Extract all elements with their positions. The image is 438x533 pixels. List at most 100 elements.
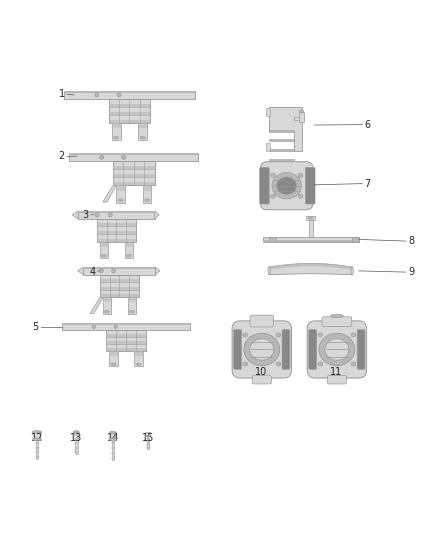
- Bar: [145, 432, 150, 436]
- Bar: [109, 99, 150, 123]
- FancyBboxPatch shape: [282, 329, 290, 369]
- FancyBboxPatch shape: [250, 315, 274, 327]
- Bar: [70, 154, 198, 156]
- Bar: [106, 330, 146, 351]
- Bar: [269, 159, 294, 160]
- Ellipse shape: [32, 431, 42, 434]
- FancyBboxPatch shape: [357, 329, 365, 369]
- Text: 13: 13: [70, 433, 82, 442]
- Bar: [97, 231, 136, 234]
- Bar: [62, 323, 191, 330]
- Bar: [269, 237, 276, 242]
- Bar: [109, 351, 117, 367]
- Ellipse shape: [110, 431, 116, 434]
- Ellipse shape: [308, 217, 313, 219]
- Bar: [143, 185, 152, 203]
- Ellipse shape: [330, 314, 343, 318]
- Bar: [106, 342, 146, 344]
- Text: 7: 7: [364, 179, 371, 189]
- Bar: [352, 237, 359, 242]
- Ellipse shape: [268, 267, 270, 275]
- FancyBboxPatch shape: [260, 167, 269, 204]
- Bar: [113, 166, 155, 169]
- Text: 10: 10: [255, 367, 268, 377]
- Ellipse shape: [298, 194, 303, 198]
- Bar: [125, 241, 133, 247]
- Ellipse shape: [114, 325, 117, 328]
- Bar: [109, 111, 150, 115]
- Ellipse shape: [95, 93, 99, 97]
- Bar: [109, 103, 150, 107]
- FancyBboxPatch shape: [305, 167, 315, 204]
- Text: 11: 11: [330, 367, 342, 377]
- Bar: [116, 185, 125, 203]
- Bar: [106, 334, 146, 337]
- Ellipse shape: [130, 310, 134, 313]
- Bar: [112, 123, 120, 128]
- Bar: [83, 267, 155, 275]
- Ellipse shape: [298, 173, 303, 177]
- Bar: [100, 287, 139, 290]
- Bar: [138, 123, 147, 140]
- Bar: [269, 130, 294, 132]
- Bar: [97, 239, 136, 241]
- FancyBboxPatch shape: [309, 329, 317, 369]
- Bar: [74, 432, 78, 434]
- Bar: [109, 351, 117, 356]
- Bar: [106, 349, 146, 351]
- Bar: [100, 241, 108, 258]
- Ellipse shape: [117, 93, 121, 97]
- FancyBboxPatch shape: [322, 317, 352, 327]
- Ellipse shape: [136, 363, 141, 365]
- Ellipse shape: [32, 438, 42, 441]
- Text: 9: 9: [408, 267, 414, 277]
- Ellipse shape: [99, 269, 103, 273]
- Bar: [112, 441, 114, 460]
- Bar: [34, 432, 40, 439]
- Ellipse shape: [108, 213, 112, 217]
- Bar: [147, 437, 149, 449]
- Ellipse shape: [277, 177, 297, 195]
- Ellipse shape: [145, 199, 150, 201]
- Text: 5: 5: [32, 322, 39, 332]
- Bar: [125, 241, 133, 258]
- Ellipse shape: [101, 254, 106, 257]
- Bar: [109, 119, 150, 123]
- Bar: [70, 154, 198, 161]
- Ellipse shape: [351, 333, 356, 337]
- Text: 12: 12: [31, 433, 43, 442]
- Ellipse shape: [299, 110, 304, 113]
- Bar: [35, 441, 38, 459]
- FancyBboxPatch shape: [252, 375, 272, 384]
- Polygon shape: [103, 185, 117, 202]
- Ellipse shape: [351, 362, 356, 366]
- Bar: [100, 241, 108, 247]
- Bar: [100, 279, 139, 282]
- Bar: [263, 237, 359, 242]
- Bar: [64, 91, 195, 99]
- Ellipse shape: [276, 333, 281, 337]
- Bar: [103, 297, 111, 314]
- Ellipse shape: [271, 194, 275, 198]
- Polygon shape: [155, 211, 159, 219]
- Ellipse shape: [145, 435, 150, 437]
- Bar: [78, 211, 155, 213]
- Ellipse shape: [122, 156, 126, 159]
- Ellipse shape: [112, 269, 116, 273]
- Ellipse shape: [100, 156, 104, 159]
- Ellipse shape: [113, 136, 119, 139]
- Text: 15: 15: [141, 433, 154, 442]
- Ellipse shape: [104, 310, 110, 313]
- Bar: [112, 123, 120, 140]
- Polygon shape: [269, 263, 352, 270]
- Bar: [75, 437, 78, 454]
- Text: 8: 8: [408, 236, 414, 246]
- Ellipse shape: [250, 338, 274, 360]
- Ellipse shape: [109, 438, 117, 441]
- Ellipse shape: [243, 362, 247, 366]
- FancyBboxPatch shape: [327, 375, 346, 384]
- Bar: [143, 185, 152, 190]
- Bar: [103, 297, 111, 302]
- Bar: [113, 174, 155, 177]
- Bar: [62, 323, 191, 325]
